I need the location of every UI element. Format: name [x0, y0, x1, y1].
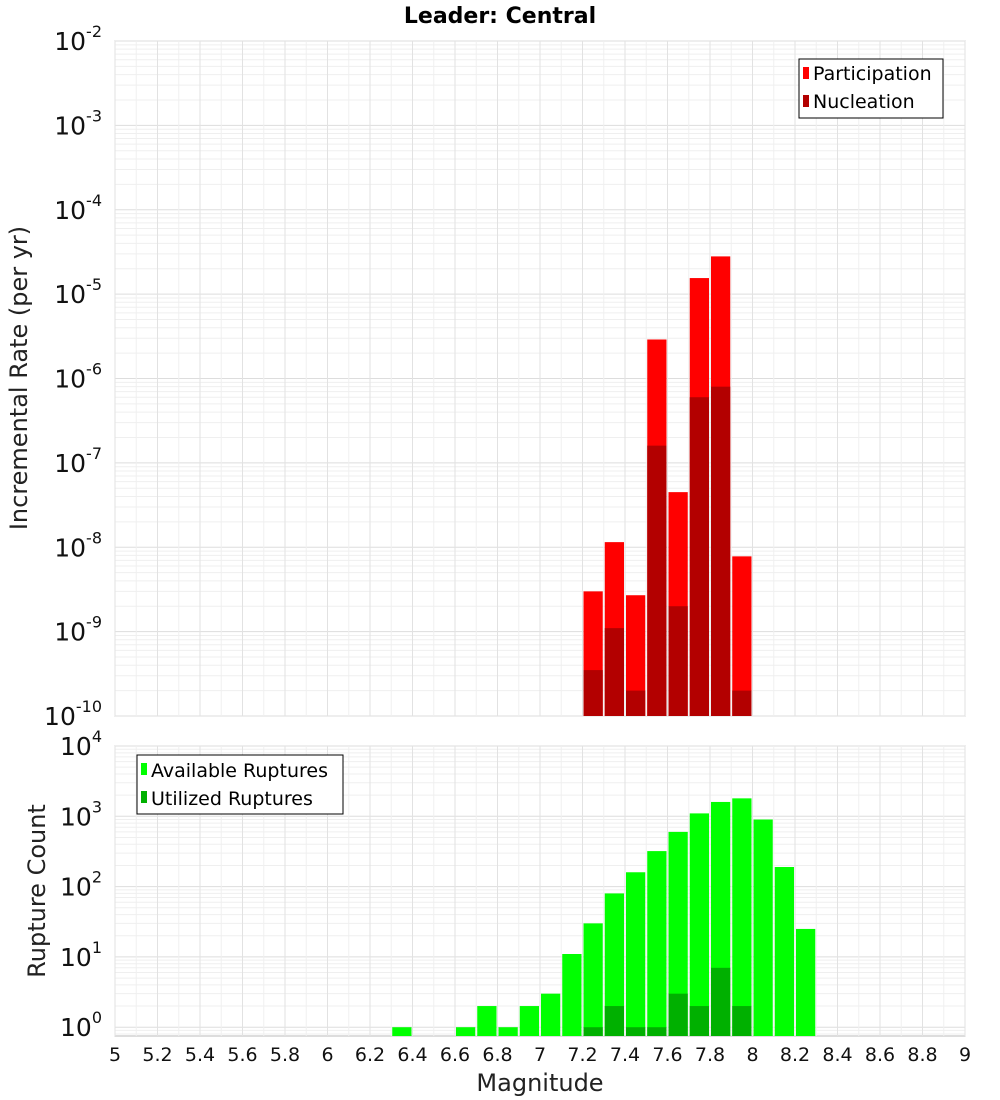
- top-bar-nucleation: [711, 386, 731, 716]
- bottom-bar-available-ruptures: [392, 1027, 412, 1036]
- x-tick-label: 8.8: [907, 1044, 937, 1066]
- legend-label-nucleation: Nucleation: [813, 91, 915, 113]
- bottom-y-tick-label: 104: [60, 727, 102, 761]
- bottom-chart: 100 101 102 103 104 Rupture Count Available …: [23, 727, 966, 1042]
- top-y-axis-label: Incremental Rate (per yr): [5, 226, 33, 530]
- bottom-bar-available-ruptures: [498, 1027, 518, 1036]
- bottom-y-tick-label: 101: [60, 938, 102, 972]
- bottom-y-tick-label: 100: [60, 1008, 102, 1042]
- x-tick-label: 7.4: [610, 1044, 640, 1066]
- x-axis-ticks: 5 5.2 5.4 5.6 5.8 6 6.2 6.4 6.6 6.8 7 7.2 7.4 7.6 7.8 8…: [109, 1044, 971, 1066]
- bottom-bar-utilized-ruptures: [583, 1027, 603, 1036]
- bottom-y-axis-label: Rupture Count: [23, 804, 51, 978]
- top-y-tick-label: 10-3: [54, 106, 102, 140]
- top-y-tick-label: 10-6: [54, 360, 102, 394]
- x-tick-label: 8.4: [822, 1044, 852, 1066]
- top-bar-participation: [732, 556, 752, 716]
- bottom-bar-available-ruptures: [562, 954, 582, 1036]
- x-tick-label: 6.8: [482, 1044, 512, 1066]
- top-y-tick-label: 10-4: [54, 191, 102, 225]
- x-tick-label: 6.2: [355, 1044, 385, 1066]
- x-tick-label: 7.6: [652, 1044, 682, 1066]
- x-tick-label: 5.6: [227, 1044, 257, 1066]
- bottom-bar-utilized-ruptures: [647, 1027, 667, 1036]
- top-bar-nucleation: [668, 606, 688, 716]
- top-y-tick-label: 10-10: [44, 697, 102, 731]
- legend-swatch-utilized: [141, 791, 147, 803]
- top-y-ticks: 10-10 10-9 10-8 10-7 10-6 10-5 10-4 10-3 10-2: [44, 22, 102, 731]
- bottom-bar-available-ruptures: [647, 851, 667, 1036]
- top-y-tick-label: 10-5: [54, 275, 102, 309]
- x-tick-label: 8: [746, 1044, 758, 1066]
- top-legend: Participation Nucleation: [798, 58, 944, 119]
- bottom-bar-available-ruptures: [583, 923, 603, 1036]
- bottom-bar-available-ruptures: [796, 928, 816, 1036]
- top-y-tick-label: 10-7: [54, 444, 102, 478]
- bottom-bar-available-ruptures: [774, 867, 794, 1036]
- x-tick-label: 5: [109, 1044, 121, 1066]
- bottom-bar-available-ruptures: [477, 1006, 497, 1036]
- bottom-bar-available-ruptures: [604, 893, 624, 1036]
- top-legend-box: [798, 58, 944, 119]
- bottom-bar-utilized-ruptures: [732, 1006, 752, 1036]
- legend-label-utilized: Utilized Ruptures: [151, 788, 313, 810]
- legend-swatch-nucleation: [803, 95, 809, 107]
- top-bar-nucleation: [732, 690, 752, 716]
- top-bar-nucleation: [626, 690, 646, 716]
- bottom-bar-available-ruptures: [753, 819, 773, 1036]
- top-bar-nucleation: [604, 628, 624, 716]
- x-tick-label: 7: [534, 1044, 546, 1066]
- top-bars: [583, 256, 752, 716]
- bottom-bar-utilized-ruptures: [604, 1006, 624, 1036]
- bottom-bar-available-ruptures: [732, 798, 752, 1036]
- bottom-bar-available-ruptures: [668, 831, 688, 1036]
- x-tick-label: 6.6: [440, 1044, 470, 1066]
- x-tick-label: 5.2: [142, 1044, 172, 1066]
- bottom-bar-utilized-ruptures: [711, 967, 731, 1036]
- legend-label-available: Available Ruptures: [151, 760, 328, 782]
- bottom-legend: Available Ruptures Utilized Ruptures: [136, 754, 344, 815]
- chart-title: Leader: Central: [404, 4, 596, 29]
- x-tick-label: 8.2: [780, 1044, 810, 1066]
- bottom-y-ticks: 100 101 102 103 104: [60, 727, 102, 1042]
- bottom-bar-available-ruptures: [456, 1027, 476, 1036]
- bottom-bar-utilized-ruptures: [689, 1006, 709, 1036]
- legend-swatch-available: [141, 763, 147, 775]
- bottom-bar-utilized-ruptures: [668, 993, 688, 1036]
- bottom-bars: [392, 798, 816, 1036]
- bottom-grid: [114, 745, 966, 1036]
- top-y-tick-label: 10-8: [54, 528, 102, 562]
- legend-swatch-participation: [803, 67, 809, 79]
- x-tick-label: 7.2: [567, 1044, 597, 1066]
- bottom-y-tick-label: 102: [60, 868, 102, 902]
- x-tick-label: 8.6: [865, 1044, 895, 1066]
- bottom-bar-available-ruptures: [689, 813, 709, 1036]
- top-bar-participation: [626, 595, 646, 716]
- bottom-bar-available-ruptures: [519, 1006, 539, 1036]
- top-chart: 10-10 10-9 10-8 10-7 10-6 10-5 10-4 10-3 10-2 In…: [5, 22, 966, 731]
- x-tick-label: 9: [959, 1044, 971, 1066]
- x-tick-label: 6: [321, 1044, 333, 1066]
- top-bar-nucleation: [647, 445, 667, 716]
- x-axis-label: Magnitude: [476, 1069, 603, 1097]
- x-tick-label: 6.4: [397, 1044, 427, 1066]
- x-tick-label: 5.4: [185, 1044, 215, 1066]
- bottom-y-tick-label: 103: [60, 797, 102, 831]
- top-bar-nucleation: [689, 397, 709, 716]
- legend-label-participation: Participation: [813, 63, 932, 85]
- bottom-bar-utilized-ruptures: [626, 1027, 646, 1036]
- bottom-legend-box: [136, 754, 344, 815]
- x-tick-label: 7.8: [695, 1044, 725, 1066]
- bottom-bar-available-ruptures: [626, 872, 646, 1036]
- top-y-tick-label: 10-9: [54, 613, 102, 647]
- top-bar-nucleation: [583, 670, 603, 716]
- top-grid: [114, 40, 966, 717]
- top-y-tick-label: 10-2: [54, 22, 102, 56]
- x-tick-label: 5.8: [270, 1044, 300, 1066]
- bottom-bar-available-ruptures: [541, 993, 561, 1036]
